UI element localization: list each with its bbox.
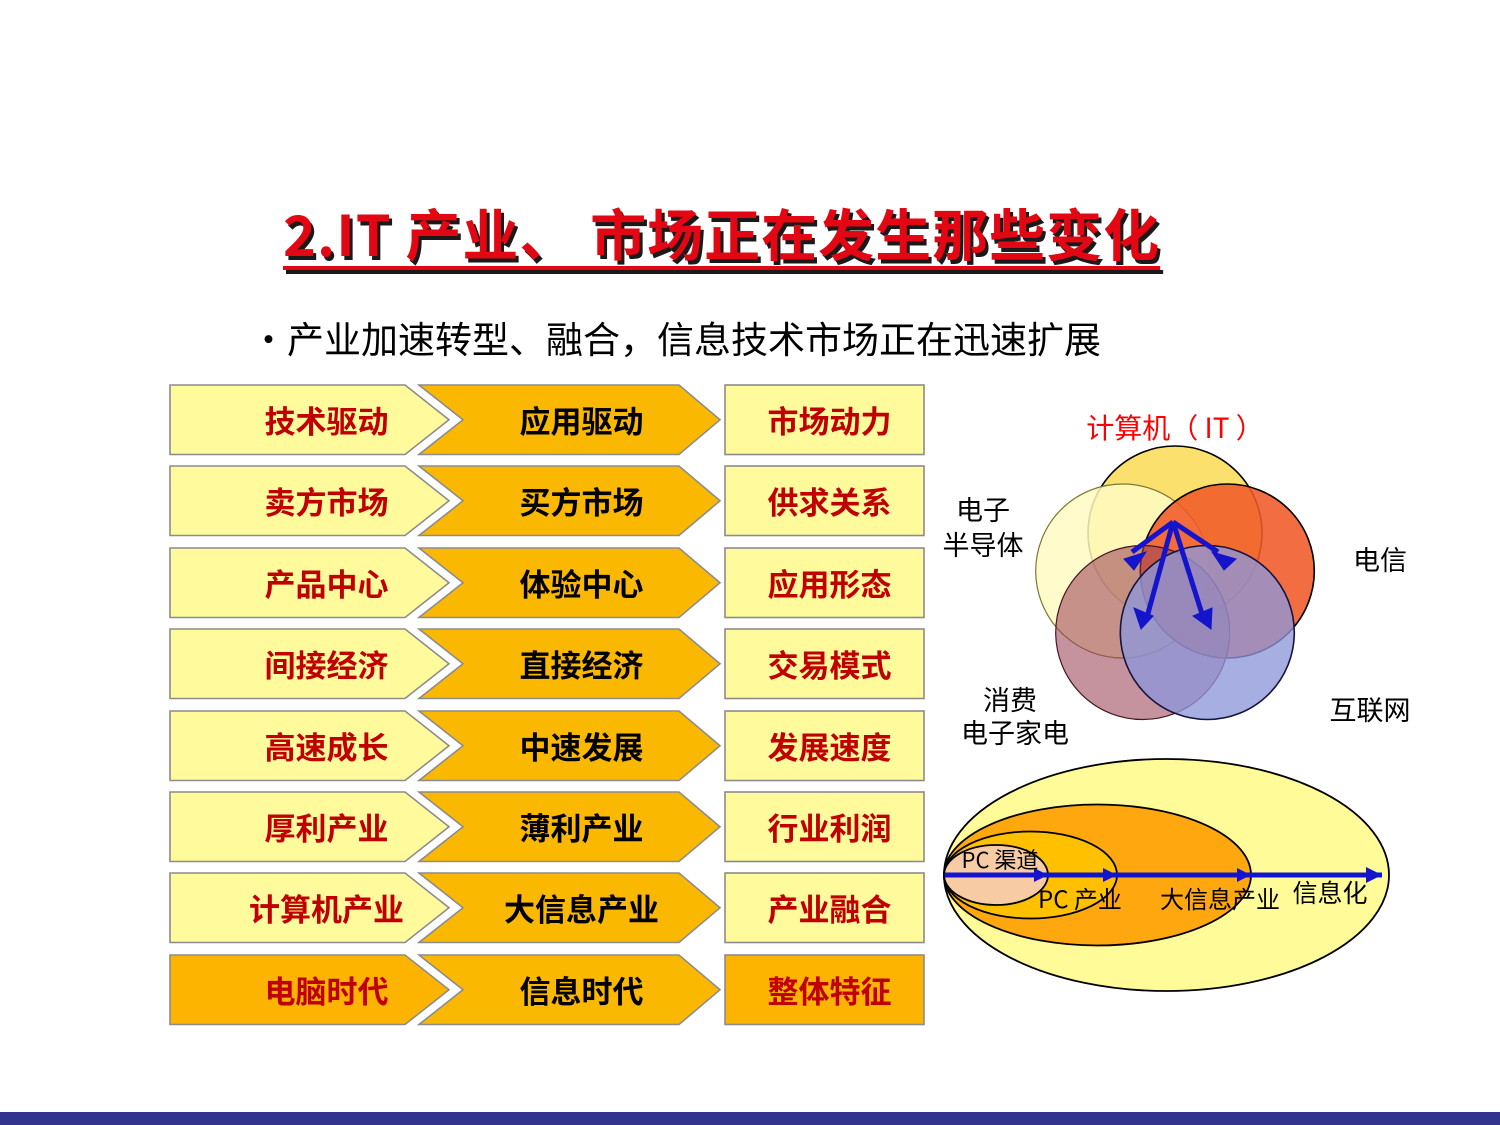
svg-text:厚利产业: 厚利产业 (265, 804, 389, 849)
svg-text:产品中心: 产品中心 (265, 559, 389, 604)
svg-text:技术驱动: 技术驱动 (265, 397, 389, 442)
svg-text:供求关系: 供求关系 (768, 478, 892, 523)
svg-text:计算机（ IT ）: 计算机（ IT ） (1086, 407, 1264, 447)
svg-text:产业融合: 产业融合 (768, 885, 892, 930)
svg-text:PC 产业: PC 产业 (1038, 880, 1122, 915)
svg-text:行业利润: 行业利润 (768, 804, 892, 849)
svg-text:买方市场: 买方市场 (520, 478, 644, 523)
svg-text:交易模式: 交易模式 (768, 641, 892, 686)
svg-text:市场动力: 市场动力 (768, 397, 892, 442)
svg-text:互联网: 互联网 (1330, 689, 1411, 728)
svg-text:信息时代: 信息时代 (520, 967, 644, 1012)
svg-text:大信息产业: 大信息产业 (1160, 880, 1280, 915)
svg-text:大信息产业: 大信息产业 (504, 885, 659, 930)
svg-text:整体特征: 整体特征 (768, 967, 892, 1012)
svg-text:电信: 电信 (1353, 539, 1407, 578)
svg-text:PC 渠道: PC 渠道 (962, 843, 1039, 875)
svg-text:卖方市场: 卖方市场 (265, 478, 389, 523)
svg-text:薄利产业: 薄利产业 (520, 804, 644, 849)
svg-text:发展速度: 发展速度 (768, 722, 892, 767)
svg-text:电脑时代: 电脑时代 (265, 967, 389, 1012)
svg-text:计算机产业: 计算机产业 (249, 885, 404, 930)
svg-text:中速发展: 中速发展 (520, 722, 644, 767)
svg-text:直接经济: 直接经济 (520, 641, 644, 686)
svg-text:间接经济: 间接经济 (265, 641, 389, 686)
svg-text:半导体: 半导体 (943, 524, 1024, 563)
svg-text:体验中心: 体验中心 (520, 559, 644, 604)
svg-text:电子: 电子 (956, 489, 1010, 528)
svg-text:应用形态: 应用形态 (768, 559, 892, 604)
svg-text:信息化: 信息化 (1292, 874, 1367, 910)
svg-text:应用驱动: 应用驱动 (520, 397, 644, 442)
svg-text:高速成长: 高速成长 (265, 722, 389, 767)
